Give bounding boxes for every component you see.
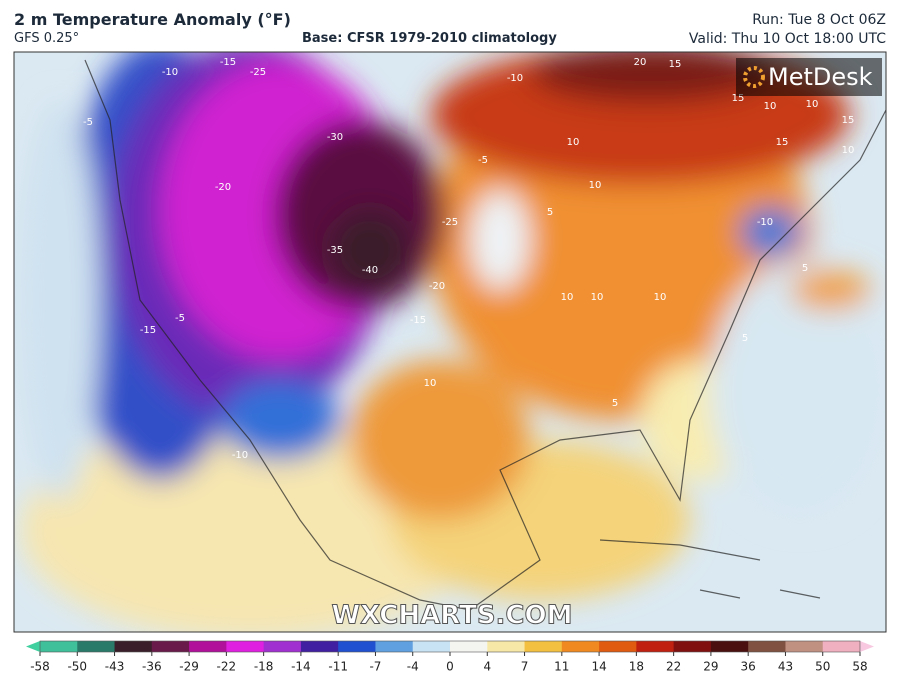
contour-label: 10 (842, 145, 855, 156)
colorbar-tick-label: 29 (703, 660, 718, 674)
colorbar-tick-label: 50 (815, 660, 830, 674)
contour-label: 15 (842, 115, 855, 126)
colorbar-tick-label: -18 (254, 660, 274, 674)
contour-label: -30 (327, 132, 343, 143)
contour-label: 10 (567, 137, 580, 148)
colorbar-tick-label: -29 (179, 660, 199, 674)
contour-label: -10 (507, 73, 523, 84)
contour-label: -35 (327, 245, 343, 256)
colorbar-tick-label: -36 (142, 660, 162, 674)
anomaly-field: -10 -15 -25 -10 20 15 15 10 10 15 15 10 -30 -20 -35 -40… (14, 52, 886, 632)
colorbar-segment (151, 641, 190, 652)
colorbar-tick-label: -14 (291, 660, 311, 674)
colorbar-segment (710, 641, 749, 652)
contour-label: 5 (547, 207, 553, 218)
colorbar-tick-label: -43 (105, 660, 125, 674)
contour-label: 20 (634, 57, 647, 68)
colorbar-segment (338, 641, 376, 652)
contour-label: 10 (591, 292, 604, 303)
base: Base: CFSR 1979-2010 climatology (302, 31, 557, 46)
colorbar-segment (599, 641, 637, 652)
contour-label: 15 (669, 59, 682, 70)
colorbar-segment (785, 641, 824, 652)
contour-label: -20 (215, 182, 231, 193)
colorbar-segment (561, 641, 600, 652)
model: GFS 0.25° (14, 31, 80, 46)
colorbar-segment (40, 641, 78, 652)
title: 2 m Temperature Anomaly (°F) (14, 10, 291, 29)
colorbar-segment (77, 641, 116, 652)
contour-label: -20 (429, 281, 445, 292)
colorbar-segment (636, 641, 675, 652)
contour-label: -5 (478, 155, 488, 166)
contour-label: 10 (424, 378, 437, 389)
colorbar-tick-label: 18 (629, 660, 644, 674)
logo: MetDesk (768, 63, 873, 91)
colorbar-segment (412, 641, 451, 652)
colorbar-tick-label: -4 (407, 660, 419, 674)
contour-label: -10 (232, 450, 248, 461)
colorbar-segment (375, 641, 414, 652)
colorbar-tick-label: -7 (369, 660, 381, 674)
colorbar-segment (822, 641, 861, 652)
colorbar-tick-label: -22 (217, 660, 237, 674)
colorbar-segment (189, 641, 227, 652)
contour-label: 10 (654, 292, 667, 303)
run: Run: Tue 8 Oct 06Z (752, 12, 886, 28)
colorbar-tick-label: 58 (852, 660, 867, 674)
colorbar-segment (114, 641, 153, 652)
watermark: WXCHARTS.COM (331, 601, 572, 631)
colorbar-tick-label: -50 (67, 660, 87, 674)
colorbar-tick-label: 36 (741, 660, 756, 674)
contour-label: -40 (362, 265, 378, 276)
contour-label: 10 (561, 292, 574, 303)
contour-label: 15 (732, 93, 745, 104)
contour-label: -10 (757, 217, 773, 228)
contour-label: 5 (802, 263, 808, 274)
colorbar-segment (487, 641, 526, 652)
colorbar-segment (263, 641, 302, 652)
colorbar-tick-label: 14 (591, 660, 606, 674)
colorbar-tick-label: 11 (554, 660, 569, 674)
colorbar-segment (300, 641, 339, 652)
contour-label: -10 (162, 67, 178, 78)
contour-label: -5 (175, 313, 185, 324)
colorbar-tick-label: 4 (483, 660, 491, 674)
contour-label: 10 (589, 180, 602, 191)
colorbar-segment (226, 641, 265, 652)
contour-label: 5 (742, 333, 748, 344)
valid: Valid: Thu 10 Oct 18:00 UTC (688, 31, 886, 47)
contour-label: -5 (83, 117, 93, 128)
contour-label: 5 (612, 398, 618, 409)
colorbar-low-end (26, 641, 40, 652)
contour-label: -15 (220, 57, 236, 68)
colorbar-tick-label: -58 (30, 660, 50, 674)
colorbar-tick-label: 22 (666, 660, 681, 674)
contour-label: -15 (140, 325, 156, 336)
colorbar-segment (748, 641, 786, 652)
colorbar-high-end (860, 641, 874, 652)
colorbar-segment (524, 641, 563, 652)
colorbar-tick-label: 43 (778, 660, 793, 674)
contour-label: 10 (806, 99, 819, 110)
contour-label: -25 (250, 67, 266, 78)
colorbar: -58 -50 -43 -36 -29 -22 -18 -14 -11 -7 -4 0 4 7 11 14 18… (26, 640, 874, 674)
contour-label: -25 (442, 217, 458, 228)
colorbar-tick-label: -11 (328, 660, 348, 674)
contour-label: 15 (776, 137, 789, 148)
contour-label: 10 (764, 101, 777, 112)
contour-label: -15 (410, 315, 426, 326)
colorbar-tick-label: 7 (521, 660, 529, 674)
colorbar-segment (450, 641, 488, 652)
colorbar-segment (673, 641, 712, 652)
colorbar-tick-label: 0 (446, 660, 454, 674)
